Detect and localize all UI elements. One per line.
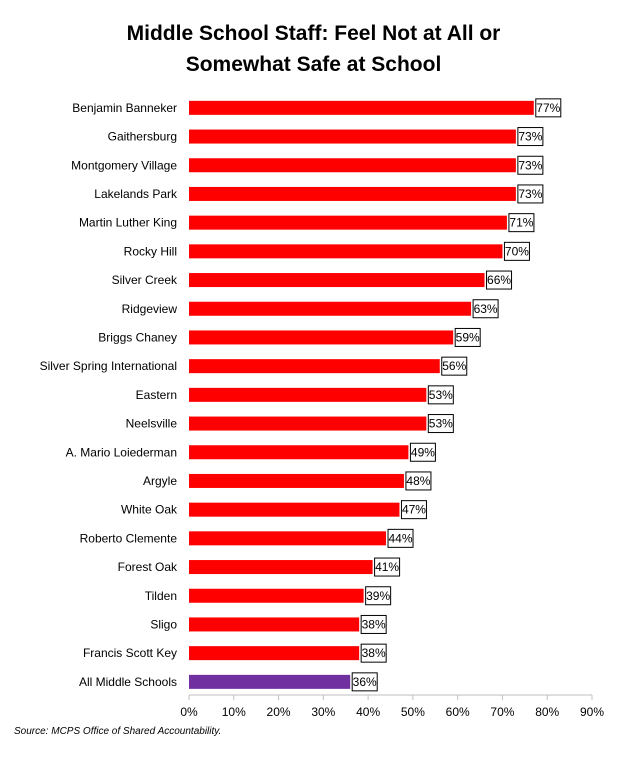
category-label: Gaithersburg xyxy=(108,130,177,144)
x-tick-label: 10% xyxy=(222,705,246,719)
data-label: 48% xyxy=(406,474,430,488)
x-tick-label: 60% xyxy=(446,705,470,719)
data-label: 71% xyxy=(509,216,533,230)
bar xyxy=(189,301,472,316)
data-label: 53% xyxy=(429,388,453,402)
data-label-box xyxy=(351,672,378,692)
x-tick-label: 90% xyxy=(580,705,604,719)
source-note: Source: MCPS Office of Shared Accountabi… xyxy=(14,726,222,737)
category-label: Sligo xyxy=(150,617,177,631)
category-label: Neelsville xyxy=(126,417,178,431)
category-label: Benjamin Banneker xyxy=(72,101,177,115)
category-label: Roberto Clemente xyxy=(80,531,178,545)
category-label: Lakelands Park xyxy=(94,187,178,201)
data-label: 47% xyxy=(402,503,426,517)
bar xyxy=(189,129,516,144)
data-label-box xyxy=(472,299,499,319)
data-label-box xyxy=(405,471,432,491)
data-label: 73% xyxy=(518,130,542,144)
bar xyxy=(189,100,534,115)
data-label: 70% xyxy=(505,244,529,258)
data-label-box xyxy=(427,414,454,434)
data-label: 73% xyxy=(518,158,542,172)
category-label: Eastern xyxy=(136,388,177,402)
bar xyxy=(189,330,454,345)
x-tick-label: 30% xyxy=(311,705,335,719)
data-label: 73% xyxy=(518,187,542,201)
data-label: 44% xyxy=(389,531,413,545)
category-label: All Middle Schools xyxy=(79,675,177,689)
chart-title-line-1: Middle School Staff: Feel Not at All or xyxy=(126,22,501,45)
data-label-box xyxy=(360,614,387,634)
x-tick-label: 70% xyxy=(490,705,514,719)
data-label: 38% xyxy=(362,617,386,631)
bar xyxy=(189,186,516,201)
data-label-box xyxy=(454,327,481,347)
category-label: Rocky Hill xyxy=(124,244,177,258)
data-label-box xyxy=(503,241,530,261)
data-label-box xyxy=(535,98,562,118)
x-tick-label: 20% xyxy=(267,705,291,719)
data-label-box xyxy=(517,127,544,147)
x-tick-label: 40% xyxy=(356,705,380,719)
category-label: Silver Spring International xyxy=(40,359,177,373)
data-label: 59% xyxy=(456,330,480,344)
bar xyxy=(189,560,373,575)
category-label: Silver Creek xyxy=(112,273,178,287)
chart-title-line-2: Somewhat Safe at School xyxy=(185,53,442,76)
data-label: 41% xyxy=(375,560,399,574)
category-label: Briggs Chaney xyxy=(98,330,177,344)
data-label-box xyxy=(360,643,387,663)
data-label-box xyxy=(365,586,392,606)
bar xyxy=(189,445,409,460)
x-tick-label: 50% xyxy=(401,705,425,719)
data-label: 36% xyxy=(353,675,377,689)
data-label: 56% xyxy=(442,359,466,373)
data-label-box xyxy=(427,385,454,405)
data-label-box xyxy=(374,557,401,577)
bar xyxy=(189,617,360,632)
chart-title: Middle School Staff: Feel Not at All or … xyxy=(0,18,627,80)
bar xyxy=(189,215,507,230)
category-label: A. Mario Loiederman xyxy=(66,445,177,459)
data-label: 77% xyxy=(536,101,560,115)
data-label: 38% xyxy=(362,646,386,660)
category-label: Ridgeview xyxy=(122,302,178,316)
bar xyxy=(189,359,440,374)
bar xyxy=(189,674,351,689)
bar xyxy=(189,158,516,173)
data-label-box xyxy=(508,213,535,233)
data-label-box xyxy=(517,184,544,204)
data-label-box xyxy=(409,442,436,462)
bar xyxy=(189,531,387,546)
data-label: 66% xyxy=(487,273,511,287)
category-label: Montgomery Village xyxy=(71,158,177,172)
data-label-box xyxy=(400,500,427,520)
category-label: Tilden xyxy=(145,589,177,603)
data-label-box xyxy=(387,528,414,548)
x-tick-label: 80% xyxy=(535,705,559,719)
data-label: 63% xyxy=(474,302,498,316)
data-label-box xyxy=(441,356,468,376)
data-label: 39% xyxy=(366,589,390,603)
category-label: Argyle xyxy=(143,474,177,488)
bar xyxy=(189,273,485,288)
data-label-box xyxy=(486,270,513,290)
bar xyxy=(189,502,400,517)
bar xyxy=(189,416,427,431)
x-tick-label: 0% xyxy=(180,705,198,719)
bar xyxy=(189,473,404,488)
category-label: Forest Oak xyxy=(118,560,178,574)
category-label: Francis Scott Key xyxy=(83,646,177,660)
bar xyxy=(189,588,364,603)
bar xyxy=(189,244,503,259)
category-label: White Oak xyxy=(121,503,178,517)
data-label: 49% xyxy=(411,445,435,459)
data-label-box xyxy=(517,155,544,175)
bar xyxy=(189,646,360,661)
data-label: 53% xyxy=(429,417,453,431)
category-label: Martin Luther King xyxy=(79,216,177,230)
bar xyxy=(189,387,427,402)
